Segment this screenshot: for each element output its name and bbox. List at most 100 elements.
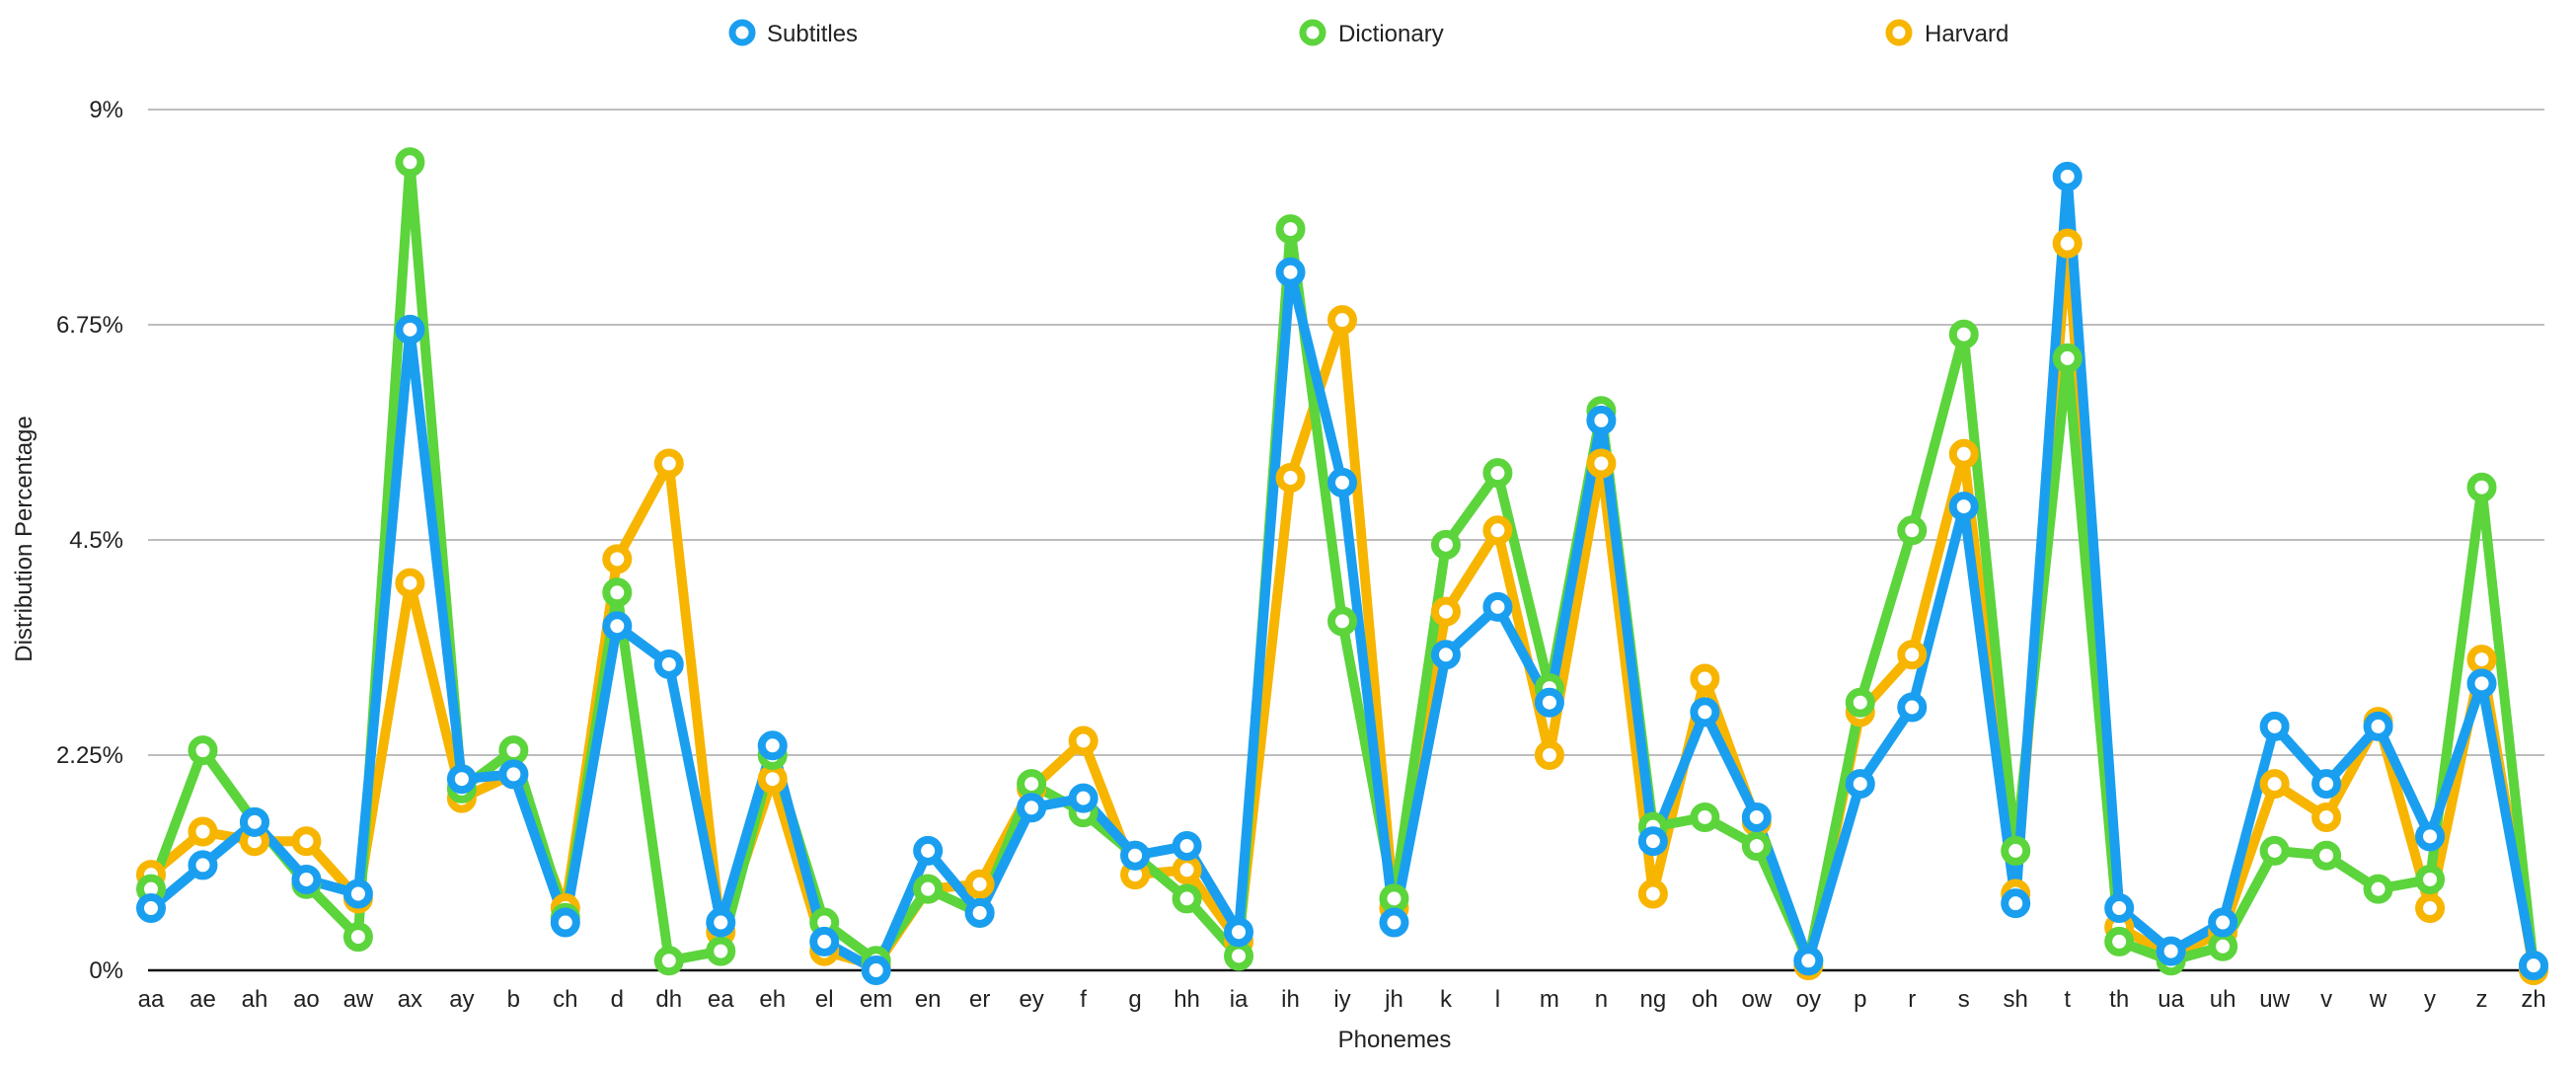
data-point-dictionary <box>1690 802 1720 832</box>
x-tick-label: t <box>2064 986 2071 1013</box>
data-point-dictionary <box>706 936 736 966</box>
data-point-harvard <box>1482 515 1513 546</box>
data-point-dictionary <box>1430 529 1461 560</box>
data-point-subtitles <box>1379 907 1409 938</box>
x-tick-label: eh <box>759 986 786 1013</box>
legend-item-subtitles[interactable]: Subtitles <box>728 19 858 47</box>
data-point-subtitles <box>2311 769 2342 800</box>
legend-item-harvard[interactable]: Harvard <box>1885 19 2008 47</box>
x-tick-label: y <box>2424 986 2436 1013</box>
data-point-subtitles <box>1741 802 1772 832</box>
legend-marker-dictionary <box>1299 19 1326 46</box>
data-point-subtitles <box>1586 405 1617 435</box>
x-tick-label: ah <box>242 986 268 1013</box>
data-point-dictionary <box>2001 835 2031 866</box>
data-point-harvard <box>1637 879 1668 909</box>
x-tick-label: uw <box>2259 986 2290 1013</box>
data-point-subtitles <box>395 314 425 344</box>
data-point-subtitles <box>861 955 891 985</box>
data-point-harvard <box>1275 463 1306 494</box>
data-point-subtitles <box>1845 769 1875 800</box>
x-tick-label: uh <box>2210 986 2236 1013</box>
data-point-harvard <box>757 764 788 795</box>
data-point-subtitles <box>342 879 373 909</box>
data-point-subtitles <box>2052 161 2083 191</box>
data-point-harvard <box>2311 802 2342 832</box>
data-point-dictionary <box>2104 926 2135 956</box>
data-point-harvard <box>291 826 322 857</box>
x-tick-label: zh <box>2521 986 2545 1013</box>
data-point-subtitles <box>1275 257 1306 287</box>
data-point-dictionary <box>1741 831 1772 862</box>
data-point-dictionary <box>2208 931 2238 961</box>
data-point-dictionary <box>1224 941 1254 971</box>
series-line-subtitles <box>146 171 2538 975</box>
data-point-harvard <box>2259 769 2290 800</box>
y-axis-title: Distribution Percentage <box>11 416 38 661</box>
data-point-subtitles <box>913 835 944 866</box>
series-markers <box>136 147 2548 985</box>
x-tick-label: ua <box>2158 986 2184 1013</box>
x-tick-label: g <box>1128 986 1141 1013</box>
legend-item-dictionary[interactable]: Dictionary <box>1299 19 1444 47</box>
data-point-subtitles <box>1068 783 1099 813</box>
data-point-subtitles <box>188 850 218 880</box>
data-point-harvard <box>1327 305 1357 336</box>
x-tick-label: k <box>1440 986 1453 1013</box>
x-tick-label: z <box>2476 986 2488 1013</box>
data-point-dictionary <box>395 147 425 178</box>
x-tick-label: jh <box>1384 986 1403 1013</box>
x-axis-ticks: aa ae ah ao aw ax ay b ch d dh ea eh el em en er ey f g hh ia… <box>138 986 2546 1013</box>
x-tick-label: en <box>915 986 942 1013</box>
data-point-dictionary <box>1948 319 1979 349</box>
x-tick-label: d <box>611 986 624 1013</box>
data-point-dictionary <box>2052 343 2083 373</box>
y-tick-label: 6.75% <box>56 312 123 339</box>
data-point-dictionary <box>1275 214 1306 245</box>
data-point-harvard <box>602 544 633 574</box>
data-point-subtitles <box>1430 640 1461 670</box>
x-tick-label: oh <box>1692 986 1718 1013</box>
x-tick-label: s <box>1958 986 1970 1013</box>
x-tick-label: aw <box>343 986 374 1013</box>
x-tick-label: th <box>2109 986 2129 1013</box>
data-point-subtitles <box>498 759 529 790</box>
x-axis-title: Phonemes <box>1338 1027 1452 1053</box>
x-tick-label: b <box>507 986 520 1013</box>
data-point-dictionary <box>1017 769 1047 800</box>
data-point-harvard <box>395 568 425 598</box>
x-tick-label: el <box>815 986 834 1013</box>
y-tick-label: 0% <box>89 957 123 984</box>
y-tick-label: 4.5% <box>69 527 123 554</box>
data-point-subtitles <box>1172 831 1202 862</box>
data-point-harvard <box>1948 438 1979 469</box>
x-tick-label: ow <box>1741 986 1772 1013</box>
y-tick-label: 2.25% <box>56 742 123 769</box>
data-point-subtitles <box>1690 697 1720 727</box>
x-tick-label: er <box>969 986 990 1013</box>
x-tick-label: f <box>1080 986 1087 1013</box>
data-point-subtitles <box>550 907 580 938</box>
legend-marker-subtitles <box>728 19 756 46</box>
data-point-subtitles <box>1948 492 1979 522</box>
x-tick-label: dh <box>655 986 682 1013</box>
x-tick-label: ey <box>1019 986 1043 1013</box>
data-point-dictionary <box>602 577 633 608</box>
data-point-subtitles <box>1224 917 1254 948</box>
data-point-dictionary <box>1327 606 1357 637</box>
x-tick-label: aa <box>138 986 165 1013</box>
data-point-dictionary <box>2311 840 2342 871</box>
y-axis-ticks: 0% 2.25% 4.5% 6.75% 9% <box>56 97 123 984</box>
data-point-dictionary <box>2466 472 2497 502</box>
x-tick-label: v <box>2320 986 2332 1013</box>
x-tick-label: r <box>1908 986 1916 1013</box>
x-tick-label: l <box>1495 986 1500 1013</box>
data-point-harvard <box>2466 645 2497 675</box>
legend: Subtitles Dictionary Harvard <box>728 19 2008 47</box>
data-point-subtitles <box>2259 711 2290 741</box>
series-line-dictionary <box>146 157 2538 971</box>
legend-marker-harvard <box>1885 19 1913 46</box>
x-tick-label: ng <box>1640 986 1667 1013</box>
data-point-subtitles <box>1534 687 1564 718</box>
